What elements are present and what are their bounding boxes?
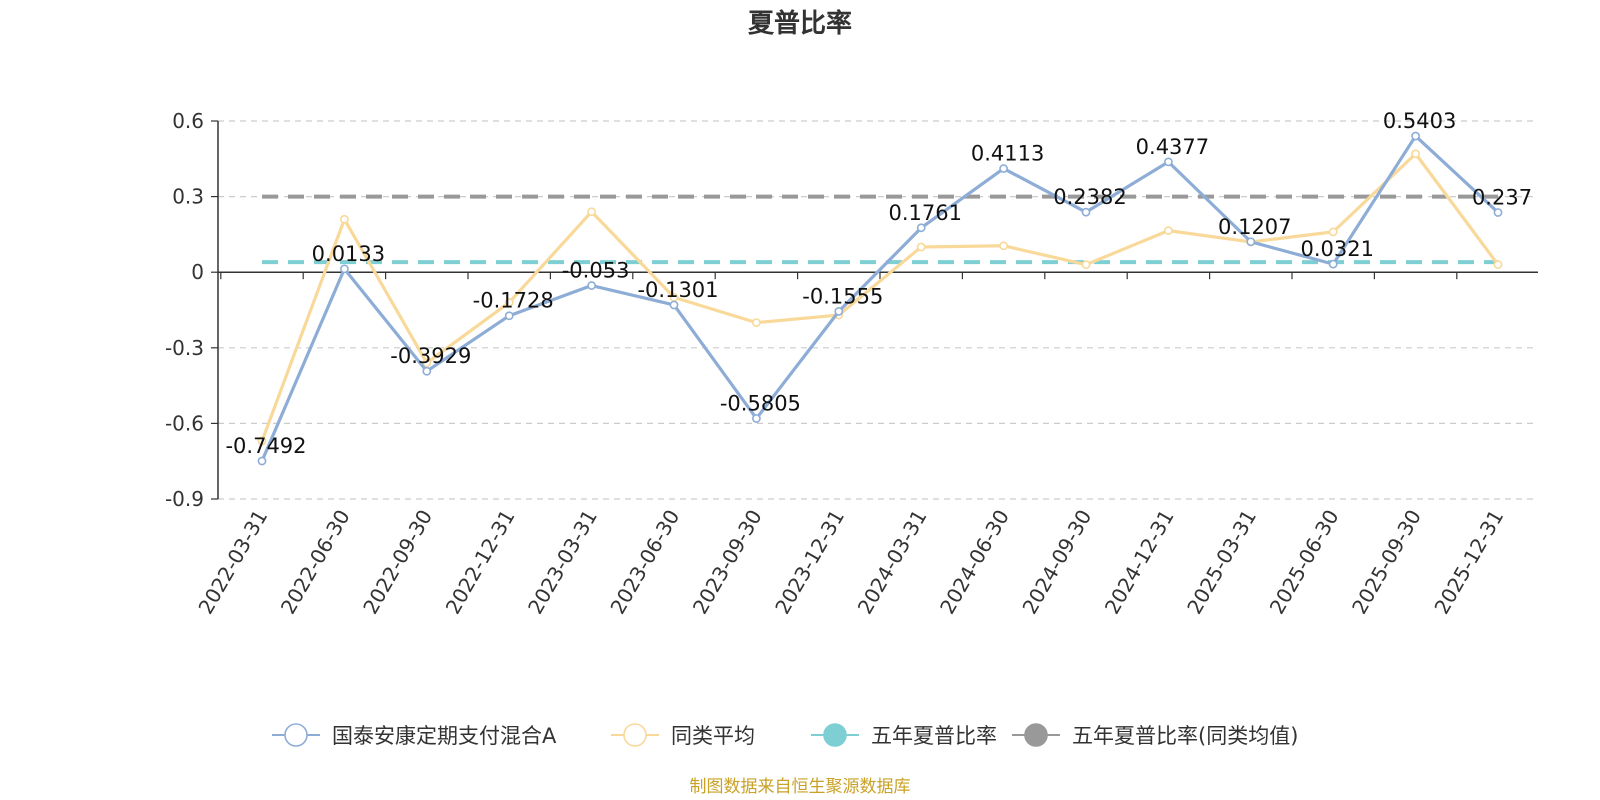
x-tick-label: 2022-03-31 bbox=[193, 506, 272, 619]
data-label: -0.1555 bbox=[802, 284, 883, 308]
data-point[interactable] bbox=[1493, 208, 1503, 217]
x-tick-label: 2023-12-31 bbox=[770, 506, 849, 619]
data-point[interactable] bbox=[504, 298, 514, 307]
data-point[interactable] bbox=[999, 241, 1008, 251]
x-tick-label: 2022-12-31 bbox=[441, 506, 520, 619]
data-label: -0.053 bbox=[562, 259, 630, 283]
series-line bbox=[260, 152, 1500, 442]
data-point[interactable] bbox=[1081, 207, 1091, 217]
legend-marker-icon bbox=[1024, 723, 1048, 747]
data-label: -0.3929 bbox=[390, 344, 471, 368]
data-point[interactable] bbox=[257, 436, 267, 446]
data-point[interactable] bbox=[339, 264, 349, 274]
data-point[interactable] bbox=[1246, 237, 1256, 247]
x-tick-label: 2022-09-30 bbox=[358, 506, 437, 619]
x-tick-label: 2023-09-30 bbox=[688, 506, 767, 619]
legend-item[interactable]: 五年夏普比率 bbox=[811, 723, 997, 748]
data-point[interactable] bbox=[752, 318, 761, 327]
data-label: -0.1301 bbox=[637, 278, 718, 302]
y-tick-label: 0.3 bbox=[172, 185, 204, 209]
legend-label: 五年夏普比率 bbox=[871, 724, 997, 748]
data-point[interactable] bbox=[339, 214, 349, 224]
legend-marker-icon bbox=[284, 723, 308, 747]
legend-item[interactable]: 五年夏普比率(同类均值) bbox=[1012, 723, 1298, 748]
data-point[interactable] bbox=[669, 300, 679, 310]
data-source-note: 制图数据来自恒生聚源数据库 bbox=[690, 777, 911, 797]
data-point[interactable] bbox=[1411, 131, 1420, 141]
series-lines bbox=[257, 131, 1503, 466]
series-line bbox=[260, 134, 1500, 462]
y-tick-label: 0 bbox=[191, 260, 204, 284]
data-point[interactable] bbox=[1328, 259, 1338, 269]
data-label: 0.0133 bbox=[312, 242, 385, 266]
data-label: 0.1207 bbox=[1218, 215, 1291, 239]
data-point[interactable] bbox=[999, 164, 1008, 173]
y-tick-label: -0.3 bbox=[165, 336, 204, 360]
data-label: 0.0321 bbox=[1300, 237, 1373, 261]
data-label: -0.5805 bbox=[720, 391, 801, 415]
legend-item[interactable]: 同类平均 bbox=[611, 723, 755, 748]
data-point[interactable] bbox=[1411, 149, 1420, 159]
legend[interactable]: 国泰安康定期支付混合A 同类平均 五年夏普比率 五年夏普比率(同类均值) bbox=[272, 723, 1298, 748]
data-point[interactable] bbox=[422, 358, 432, 368]
data-label: -0.1728 bbox=[473, 289, 554, 313]
x-tick-label: 2025-03-31 bbox=[1182, 506, 1261, 619]
x-tick-label: 2024-03-31 bbox=[853, 505, 932, 618]
x-tick-label: 2023-06-30 bbox=[605, 506, 684, 619]
data-label: 0.5403 bbox=[1383, 109, 1456, 133]
data-point[interactable] bbox=[587, 207, 596, 217]
data-point[interactable] bbox=[1081, 260, 1091, 270]
x-tick-label: 2024-09-30 bbox=[1017, 506, 1096, 619]
data-point[interactable] bbox=[1493, 260, 1503, 270]
x-tick-label: 2024-06-30 bbox=[935, 506, 1014, 619]
data-label: 0.1761 bbox=[888, 201, 961, 225]
data-labels: -0.7492 0.0133 -0.3929 -0.1728 -0.053 -0.1301… bbox=[225, 109, 1532, 458]
legend-label: 五年夏普比率(同类均值) bbox=[1072, 724, 1298, 748]
x-tick-label: 2025-09-30 bbox=[1347, 506, 1426, 619]
data-point[interactable] bbox=[834, 306, 844, 316]
reference-lines bbox=[262, 194, 1498, 265]
data-label: 0.237 bbox=[1472, 185, 1532, 209]
legend-label: 国泰安康定期支付混合A bbox=[332, 724, 557, 748]
data-point[interactable] bbox=[257, 456, 267, 466]
data-label: 0.4113 bbox=[971, 142, 1044, 166]
data-point[interactable] bbox=[1164, 157, 1173, 167]
x-tick-label: 2022-06-30 bbox=[276, 506, 355, 619]
data-point[interactable] bbox=[752, 414, 761, 423]
data-point[interactable] bbox=[916, 242, 926, 252]
y-tick-label: -0.6 bbox=[165, 411, 204, 435]
x-tick-label: 2023-03-31 bbox=[523, 506, 602, 619]
data-label: 0.4377 bbox=[1136, 135, 1209, 159]
legend-marker-icon bbox=[623, 723, 647, 747]
data-label: 0.2382 bbox=[1053, 185, 1126, 209]
data-point[interactable] bbox=[587, 281, 596, 290]
data-point[interactable] bbox=[422, 366, 432, 376]
x-tick-label: 2025-12-31 bbox=[1429, 506, 1508, 619]
x-tick-label: 2024-12-31 bbox=[1100, 506, 1179, 619]
data-point[interactable] bbox=[1164, 226, 1173, 236]
data-point[interactable] bbox=[504, 311, 514, 321]
data-label: -0.7492 bbox=[225, 434, 306, 458]
legend-label: 同类平均 bbox=[671, 724, 755, 748]
data-point[interactable] bbox=[1328, 227, 1338, 237]
legend-marker-icon bbox=[823, 723, 847, 747]
y-tick-label: -0.9 bbox=[165, 487, 204, 511]
chart-title: 夏普比率 bbox=[748, 8, 852, 39]
x-tick-label: 2025-06-30 bbox=[1265, 506, 1344, 619]
data-point[interactable] bbox=[916, 223, 926, 233]
legend-item[interactable]: 国泰安康定期支付混合A bbox=[272, 723, 557, 748]
grid-lines bbox=[218, 120, 1538, 500]
y-tick-label: 0.6 bbox=[172, 109, 204, 133]
